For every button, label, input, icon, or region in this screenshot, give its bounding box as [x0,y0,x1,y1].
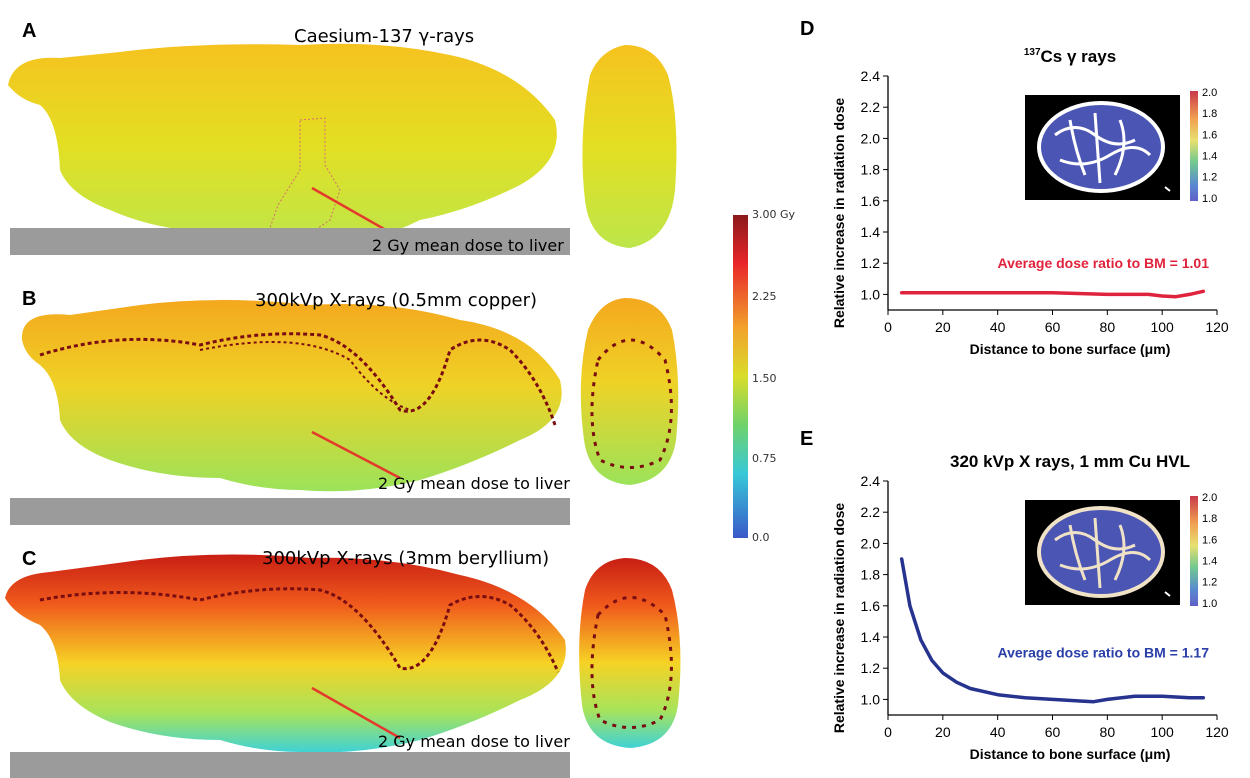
inset-colorbar-label: 2.0 [1202,87,1217,99]
y-tick-label: 2.2 [861,99,881,115]
y-tick-label: 1.8 [861,567,881,583]
series-line [899,289,1206,299]
x-tick-label: 80 [1100,724,1116,740]
y-tick-label: 1.0 [861,286,881,302]
panel-c-annotation: 2 Gy mean dose to liver [378,732,570,751]
colorbar-tick-label: 0.0 [752,531,770,544]
panel-b-scale-bar [10,498,570,525]
y-tick-label: 2.0 [861,535,881,551]
x-tick-label: 120 [1205,319,1229,335]
x-tick-label: 120 [1205,724,1229,740]
y-tick-label: 1.4 [861,224,881,240]
panel-a-scale-bar [10,228,570,255]
bone-marrow-inset [1025,500,1180,605]
inset-colorbar-label: 1.8 [1202,108,1217,120]
panel-c-mouse-axial [579,558,681,748]
panel-b-mouse-axial [580,298,679,485]
x-tick-label: 60 [1045,319,1061,335]
colorbar-tick-label: 3.00 Gy [752,208,796,221]
panel-b-annotation: 2 Gy mean dose to liver [378,474,570,493]
chart-title: 137Cs γ rays [1024,47,1116,66]
colorbar-tick-label: 1.50 [752,372,777,385]
inset-colorbar-label: 1.0 [1202,193,1217,205]
x-tick-label: 100 [1150,724,1174,740]
panel-a-title: Caesium-137 γ-rays [294,26,475,47]
panel-b-title: 300kVp X-rays (0.5mm copper) [255,290,538,311]
panel-b-mouse-sagittal [21,300,562,492]
x-tick-label: 100 [1150,319,1174,335]
chart-d: 137Cs γ rays 1.0 1.2 1.4 1.6 1.8 2.0 2.2 2.4 0 20 4… [831,47,1229,357]
panel-a-letter: A [22,20,37,42]
colorbar-tick-label: 2.25 [752,290,777,303]
panel-c-scale-bar [10,752,570,778]
y-tick-label: 2.4 [861,473,881,489]
y-tick-label: 1.2 [861,660,881,676]
y-tick-label: 2.4 [861,68,881,84]
x-tick-label: 80 [1100,319,1116,335]
panel-e-letter: E [800,428,814,450]
colorbar-tick-label: 0.75 [752,452,777,465]
inset-colorbar [1190,496,1198,606]
y-tick-label: 1.2 [861,255,881,271]
bone-marrow-inset [1025,95,1180,200]
y-tick-label: 1.8 [861,162,881,178]
panel-b-letter: B [22,288,37,310]
x-tick-label: 0 [884,319,892,335]
inset-colorbar-label: 2.0 [1202,492,1217,504]
inset-colorbar-label: 1.6 [1202,129,1217,141]
x-axis-label: Distance to bone surface (μm) [970,746,1171,762]
panel-a-annotation: 2 Gy mean dose to liver [372,236,564,255]
inset-colorbar-label: 1.2 [1202,172,1217,184]
y-tick-label: 2.0 [861,130,881,146]
panel-c-title: 300kVp X-rays (3mm beryllium) [262,548,550,569]
x-tick-label: 40 [990,724,1006,740]
x-tick-label: 40 [990,319,1006,335]
x-tick-label: 0 [884,724,892,740]
inset-colorbar-label: 1.6 [1202,534,1217,546]
inset-colorbar-label: 1.2 [1202,577,1217,589]
y-axis-label: Relative increase in radiation dose [831,98,847,329]
panel-a-mouse-axial [582,45,677,248]
x-tick-label: 20 [935,319,951,335]
chart-title: 320 kVp X rays, 1 mm Cu HVL [950,452,1190,471]
panel-a-mouse-sagittal [8,43,557,251]
panel-d-letter: D [800,18,815,40]
dose-maps [5,43,748,778]
inset-colorbar [1190,91,1198,201]
inset-colorbar-label: 1.0 [1202,598,1217,610]
panel-c-mouse-sagittal [5,554,566,753]
y-tick-label: 1.4 [861,629,881,645]
chart-annotation: Average dose ratio to BM = 1.17 [998,645,1210,661]
chart-e: 320 kVp X rays, 1 mm Cu HVL 1.0 1.2 1.4 1.6 1… [831,452,1229,762]
panel-c-letter: C [22,548,37,570]
inset-colorbar-label: 1.4 [1202,555,1217,567]
y-axis-label: Relative increase in radiation dose [831,503,847,734]
x-tick-label: 20 [935,724,951,740]
chart-annotation: Average dose ratio to BM = 1.01 [998,255,1210,271]
y-tick-label: 1.0 [861,691,881,707]
inset-colorbar-label: 1.4 [1202,150,1217,162]
x-tick-label: 60 [1045,724,1061,740]
series-line [899,557,1206,704]
y-tick-label: 1.6 [861,193,881,209]
inset-colorbar-label: 1.8 [1202,513,1217,525]
x-axis-label: Distance to bone surface (μm) [970,341,1171,357]
y-tick-label: 1.6 [861,598,881,614]
dose-colorbar [733,215,748,538]
y-tick-label: 2.2 [861,504,881,520]
